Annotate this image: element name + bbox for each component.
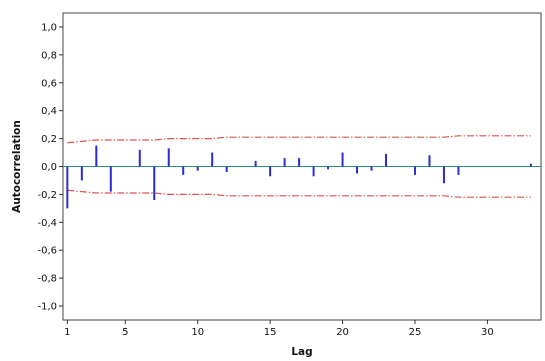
confidence-limit-upper xyxy=(67,135,531,144)
y-tick-label: -1,0 xyxy=(37,302,57,313)
confidence-limits xyxy=(67,135,531,198)
y-tick-label: -0,6 xyxy=(37,246,57,257)
y-tick-label: 1,0 xyxy=(41,22,57,33)
x-tick-label: 20 xyxy=(336,327,349,338)
x-axis-title: Lag xyxy=(291,346,312,358)
x-tick-label: 1 xyxy=(64,327,70,338)
x-tick-label: 30 xyxy=(481,327,494,338)
y-tick-label: 0,0 xyxy=(41,162,57,173)
y-axis-title: Autocorrelation xyxy=(11,120,23,213)
x-axis: 1 5 10 15 20 25 30 xyxy=(64,320,494,338)
x-tick-label: 5 xyxy=(122,327,128,338)
x-tick-label: 10 xyxy=(191,327,204,338)
y-tick-label: 0,8 xyxy=(41,50,57,61)
acf-bars xyxy=(66,145,532,209)
y-tick-label: -0,4 xyxy=(37,218,57,229)
y-tick-label: -0,2 xyxy=(37,190,57,201)
x-tick-label: 15 xyxy=(264,327,277,338)
x-tick-label: 25 xyxy=(409,327,422,338)
y-tick-label: 0,6 xyxy=(41,78,57,89)
y-axis: 1,0 0,8 0,6 0,4 0,2 0,0 -0,2 -0,4 -0,6 -0,8 -1,0 xyxy=(37,22,63,313)
confidence-limit-lower xyxy=(67,189,531,198)
y-tick-label: -0,8 xyxy=(37,274,57,285)
y-tick-label: 0,2 xyxy=(41,134,57,145)
y-tick-label: 0,4 xyxy=(41,106,57,117)
